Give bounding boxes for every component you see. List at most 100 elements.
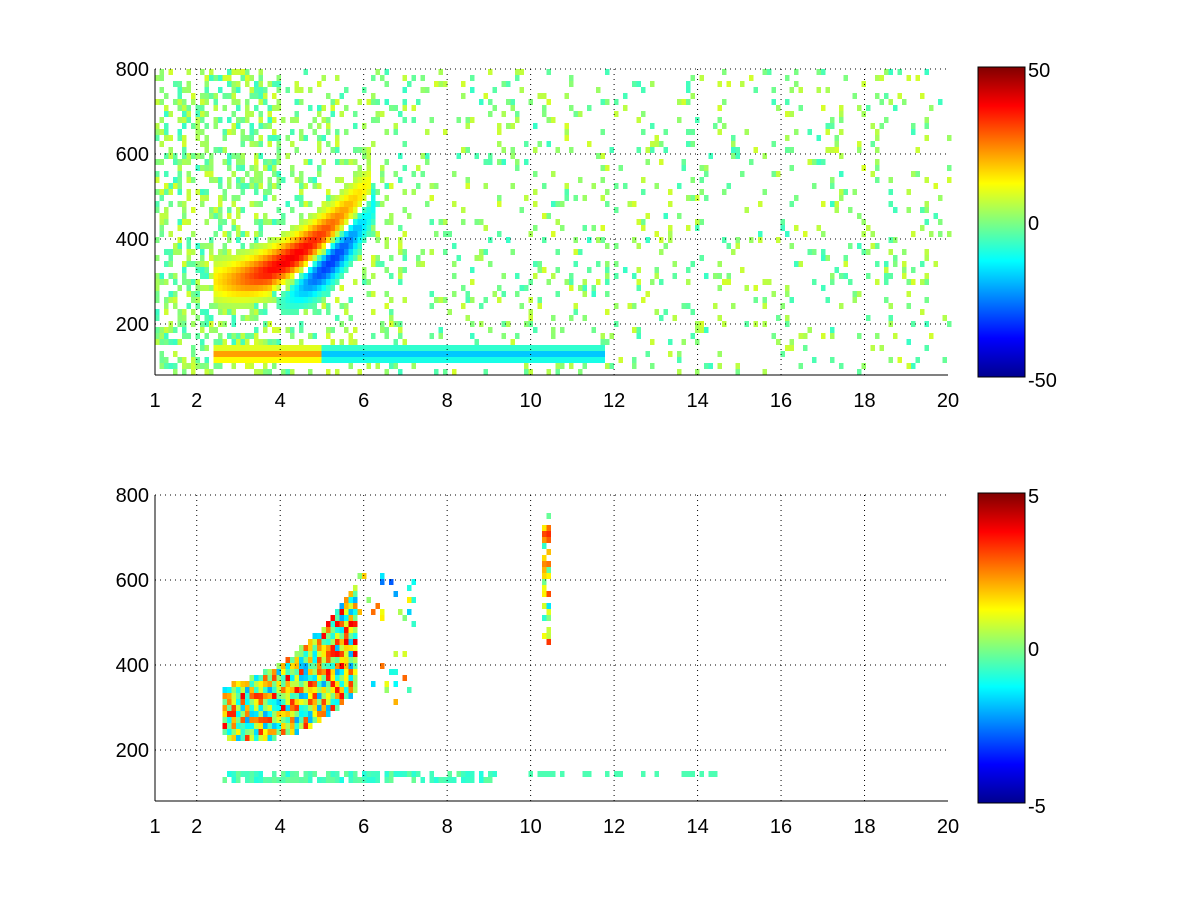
heatmap-cell — [186, 279, 191, 285]
heatmap-cell — [668, 231, 673, 237]
heatmap-cell — [222, 345, 227, 351]
heatmap-cell — [231, 699, 236, 705]
heatmap-cell — [272, 273, 277, 279]
heatmap-cell — [393, 171, 398, 177]
heatmap-cell — [236, 195, 241, 201]
heatmap-cell — [195, 291, 200, 297]
heatmap-cell — [218, 351, 223, 357]
heatmap-cell — [308, 681, 313, 687]
heatmap-cell — [218, 249, 223, 255]
heatmap-cell — [335, 615, 340, 621]
heatmap-cell — [168, 363, 173, 369]
heatmap-cell — [294, 99, 299, 105]
heatmap-cell — [348, 639, 353, 645]
heatmap-cell — [236, 291, 241, 297]
heatmap-cell — [209, 153, 214, 159]
heatmap-cell — [186, 87, 191, 93]
heatmap-cell — [308, 303, 313, 309]
heatmap-cell — [330, 681, 335, 687]
heatmap-cell — [272, 285, 277, 291]
heatmap-cell — [789, 345, 794, 351]
heatmap-cell — [344, 189, 349, 195]
heatmap-cell — [510, 99, 515, 105]
heatmap-cell — [555, 291, 560, 297]
heatmap-cell — [236, 681, 241, 687]
heatmap-cell — [326, 621, 331, 627]
heatmap-cell — [600, 351, 605, 357]
heatmap-cell — [267, 369, 272, 375]
heatmap-cell — [272, 687, 277, 693]
heatmap-cell — [245, 267, 250, 273]
heatmap-cell — [425, 351, 430, 357]
heatmap-cell — [780, 219, 785, 225]
heatmap-cell — [348, 669, 353, 675]
heatmap-cell — [366, 153, 371, 159]
heatmap-cell — [312, 213, 317, 219]
heatmap-cell — [785, 111, 790, 117]
heatmap-cell — [393, 351, 398, 357]
heatmap-cell — [236, 237, 241, 243]
heatmap-cell — [389, 771, 394, 777]
heatmap-cell — [335, 621, 340, 627]
heatmap-cell — [308, 255, 313, 261]
heatmap-cell — [330, 699, 335, 705]
heatmap-cell — [213, 345, 218, 351]
heatmap-cell — [303, 201, 308, 207]
heatmap-cell — [227, 309, 232, 315]
heatmap-cell — [258, 339, 263, 345]
heatmap-cell — [483, 369, 488, 375]
heatmap-cell — [429, 345, 434, 351]
heatmap-cell — [312, 255, 317, 261]
heatmap-cell — [843, 273, 848, 279]
heatmap-cell — [303, 681, 308, 687]
heatmap-cell — [348, 201, 353, 207]
heatmap-cell — [267, 669, 272, 675]
heatmap-cell — [344, 345, 349, 351]
heatmap-cell — [227, 249, 232, 255]
x-tick-label: 18 — [853, 390, 875, 412]
heatmap-cell — [227, 153, 232, 159]
heatmap-cell — [263, 165, 268, 171]
heatmap-cell — [213, 303, 218, 309]
heatmap-cell — [384, 327, 389, 333]
heatmap-cell — [164, 123, 169, 129]
heatmap-cell — [708, 363, 713, 369]
heatmap-cell — [429, 219, 434, 225]
heatmap-cell — [294, 675, 299, 681]
heatmap-cell — [339, 225, 344, 231]
heatmap-cell — [308, 225, 313, 231]
heatmap-cell — [173, 183, 178, 189]
heatmap-cell — [393, 651, 398, 657]
heatmap-cell — [384, 183, 389, 189]
heatmap-cell — [546, 141, 551, 147]
heatmap-cell — [825, 87, 830, 93]
heatmap-cell — [285, 723, 290, 729]
heatmap-cell — [186, 189, 191, 195]
heatmap-cell — [222, 303, 227, 309]
heatmap-cell — [348, 627, 353, 633]
heatmap-cell — [317, 345, 322, 351]
heatmap-cell — [353, 195, 358, 201]
x-tick-label: 1 — [149, 390, 160, 412]
heatmap-cell — [231, 735, 236, 741]
heatmap-cell — [686, 225, 691, 231]
heatmap-cell — [200, 189, 205, 195]
heatmap-cell — [429, 195, 434, 201]
heatmap-cell — [155, 135, 160, 141]
heatmap-cell — [231, 225, 236, 231]
heatmap-cell — [492, 357, 497, 363]
heatmap-cell — [407, 81, 412, 87]
heatmap-cell — [564, 279, 569, 285]
heatmap-cell — [546, 345, 551, 351]
heatmap-cell — [227, 81, 232, 87]
heatmap-cell — [344, 681, 349, 687]
heatmap-cell — [713, 303, 718, 309]
heatmap-cell — [186, 285, 191, 291]
heatmap-cell — [830, 117, 835, 123]
heatmap-cell — [515, 357, 520, 363]
heatmap-cell — [830, 123, 835, 129]
heatmap-cell — [312, 669, 317, 675]
heatmap-cell — [191, 261, 196, 267]
heatmap-cell — [177, 219, 182, 225]
